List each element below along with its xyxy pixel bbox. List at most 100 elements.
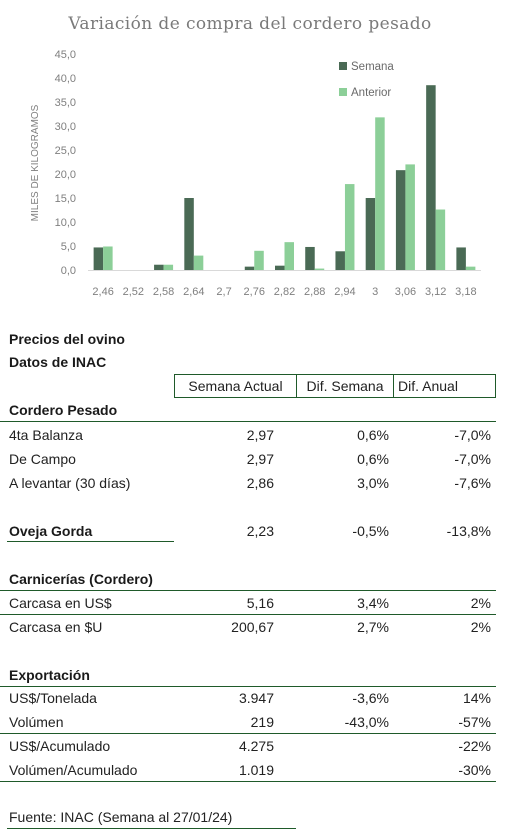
- row-label-volumen: Volúmen: [9, 714, 64, 730]
- bar-anterior-8: [344, 184, 355, 270]
- bar-anterior-9: [375, 117, 385, 270]
- y-tick-label: 25,0: [55, 145, 76, 157]
- x-tick-label: 3,18: [455, 286, 476, 298]
- row-label-carcasa-uyu: Carcasa en $U: [9, 619, 103, 635]
- y-tick-label: 5,0: [61, 241, 76, 253]
- x-tick-label: 2,52: [123, 286, 144, 298]
- y-tick-label: 0,0: [61, 265, 76, 277]
- y-tick-label: 40,0: [55, 73, 76, 85]
- row-divider: [0, 614, 496, 615]
- y-tick-label: 20,0: [55, 169, 76, 181]
- cell-value: -30%: [458, 762, 491, 778]
- header-dif-anual: Dif. Anual: [398, 378, 458, 394]
- x-tick-label: 2,94: [334, 286, 355, 298]
- section-bottom-border: [0, 781, 496, 782]
- chart-title: Variación de compra del cordero pesado: [67, 14, 431, 34]
- bar-anterior-0: [103, 246, 113, 270]
- cell-value: 2,97: [246, 451, 274, 467]
- bar-semana-9: [365, 198, 376, 270]
- cell-value: 0,6%: [357, 427, 389, 443]
- bar-anterior-5: [254, 250, 264, 270]
- y-tick-label: 35,0: [55, 97, 76, 109]
- cell-value: -43,0%: [344, 714, 389, 730]
- x-tick-label: 2,7: [216, 286, 231, 298]
- cell-value: -57%: [458, 714, 491, 730]
- cell-value: 3,0%: [357, 475, 389, 491]
- header-border-mid2: [393, 374, 394, 398]
- bars: [93, 85, 476, 270]
- y-tick-label: 30,0: [55, 121, 76, 133]
- x-tick-label: 2,46: [92, 286, 113, 298]
- row-label-4ta-balanza: 4ta Balanza: [9, 427, 83, 443]
- bar-semana-0: [93, 247, 104, 270]
- header-semana-actual: Semana Actual: [188, 378, 283, 394]
- cell-value: 4.275: [238, 738, 274, 754]
- bar-semana-11: [426, 85, 436, 270]
- legend: Semana Anterior: [339, 61, 394, 99]
- bar-anterior-11: [435, 209, 446, 270]
- bar-semana-5: [244, 266, 255, 270]
- legend-swatch-anterior: [339, 88, 347, 96]
- row-label-usd-tonelada: US$/Tonelada: [9, 690, 97, 706]
- bar-semana-6: [275, 265, 285, 270]
- y-axis-label: MILES DE KILOGRAMOS: [30, 104, 41, 221]
- row-label-carcasa-usd: Carcasa en US$: [9, 595, 112, 611]
- cell-value: 2,23: [246, 523, 274, 539]
- y-tick-label: 45,0: [55, 49, 76, 61]
- y-axis-ticks: 0,0 5,0 10,0 15,0 20,0 25,0 30,0 35,0 40,0 45,0: [55, 49, 76, 277]
- section-divider: [0, 421, 496, 422]
- section-divider: [0, 686, 496, 687]
- cell-value: 2%: [470, 595, 491, 611]
- table-subtitle: Datos de INAC: [9, 354, 107, 370]
- cell-value: -7,0%: [454, 451, 491, 467]
- bar-chart: Variación de compra del cordero pesado M…: [30, 14, 481, 298]
- cell-value: 2,97: [246, 427, 274, 443]
- bar-semana-2: [154, 264, 164, 270]
- cell-value: 0,6%: [357, 451, 389, 467]
- legend-label-anterior: Anterior: [351, 87, 391, 99]
- bar-anterior-6: [284, 242, 294, 270]
- source-underline: [7, 828, 296, 829]
- x-tick-label: 2,88: [304, 286, 325, 298]
- table-title: Precios del ovino: [9, 331, 125, 347]
- row-divider: [0, 733, 496, 734]
- cell-value: 14%: [462, 690, 491, 706]
- cell-value: 1.019: [238, 762, 274, 778]
- section-cordero-pesado: Cordero Pesado: [9, 402, 118, 418]
- x-tick-label: 2,82: [274, 286, 295, 298]
- cell-value: -22%: [458, 738, 491, 754]
- section-carnicerias: Carnicerías (Cordero): [9, 571, 153, 587]
- y-tick-label: 10,0: [55, 217, 76, 229]
- cell-value: 2%: [470, 619, 491, 635]
- cell-value: 2,7%: [357, 619, 389, 635]
- x-tick-label: 2,64: [183, 286, 204, 298]
- x-tick-label: 3,12: [425, 286, 446, 298]
- cell-value: 3,4%: [357, 595, 389, 611]
- legend-swatch-semana: [339, 62, 347, 70]
- bar-anterior-7: [314, 268, 325, 270]
- header-border-right: [495, 374, 496, 398]
- header-border-mid1: [296, 374, 297, 398]
- section-exportacion: Exportación: [9, 667, 90, 683]
- bar-semana-7: [305, 246, 315, 270]
- cell-value: -0,5%: [352, 523, 389, 539]
- bar-semana-10: [395, 170, 406, 270]
- bar-anterior-10: [405, 164, 415, 270]
- cell-value: 5,16: [246, 595, 274, 611]
- cell-value: -7,0%: [454, 427, 491, 443]
- row-label-de-campo: De Campo: [9, 451, 76, 467]
- x-tick-label: 3,06: [395, 286, 416, 298]
- header-bottom-border: [174, 397, 496, 398]
- x-axis-ticks: 2,46 2,52 2,58 2,64 2,7 2,76 2,82 2,88 2,94 3 3,06…: [92, 286, 476, 298]
- bar-anterior-2: [163, 264, 174, 270]
- x-tick-label: 3: [372, 286, 378, 298]
- cell-value: 200,67: [231, 619, 274, 635]
- bar-anterior-3: [193, 255, 204, 270]
- oveja-gorda-underline: [7, 541, 174, 542]
- header-border-left: [174, 374, 175, 398]
- source-note: Fuente: INAC (Semana al 27/01/24): [9, 809, 233, 825]
- row-label-volumen-acumulado: Volúmen/Acumulado: [9, 762, 138, 778]
- x-tick-label: 2,76: [244, 286, 265, 298]
- cell-value: 219: [250, 714, 274, 730]
- row-label-usd-acumulado: US$/Acumulado: [9, 738, 111, 754]
